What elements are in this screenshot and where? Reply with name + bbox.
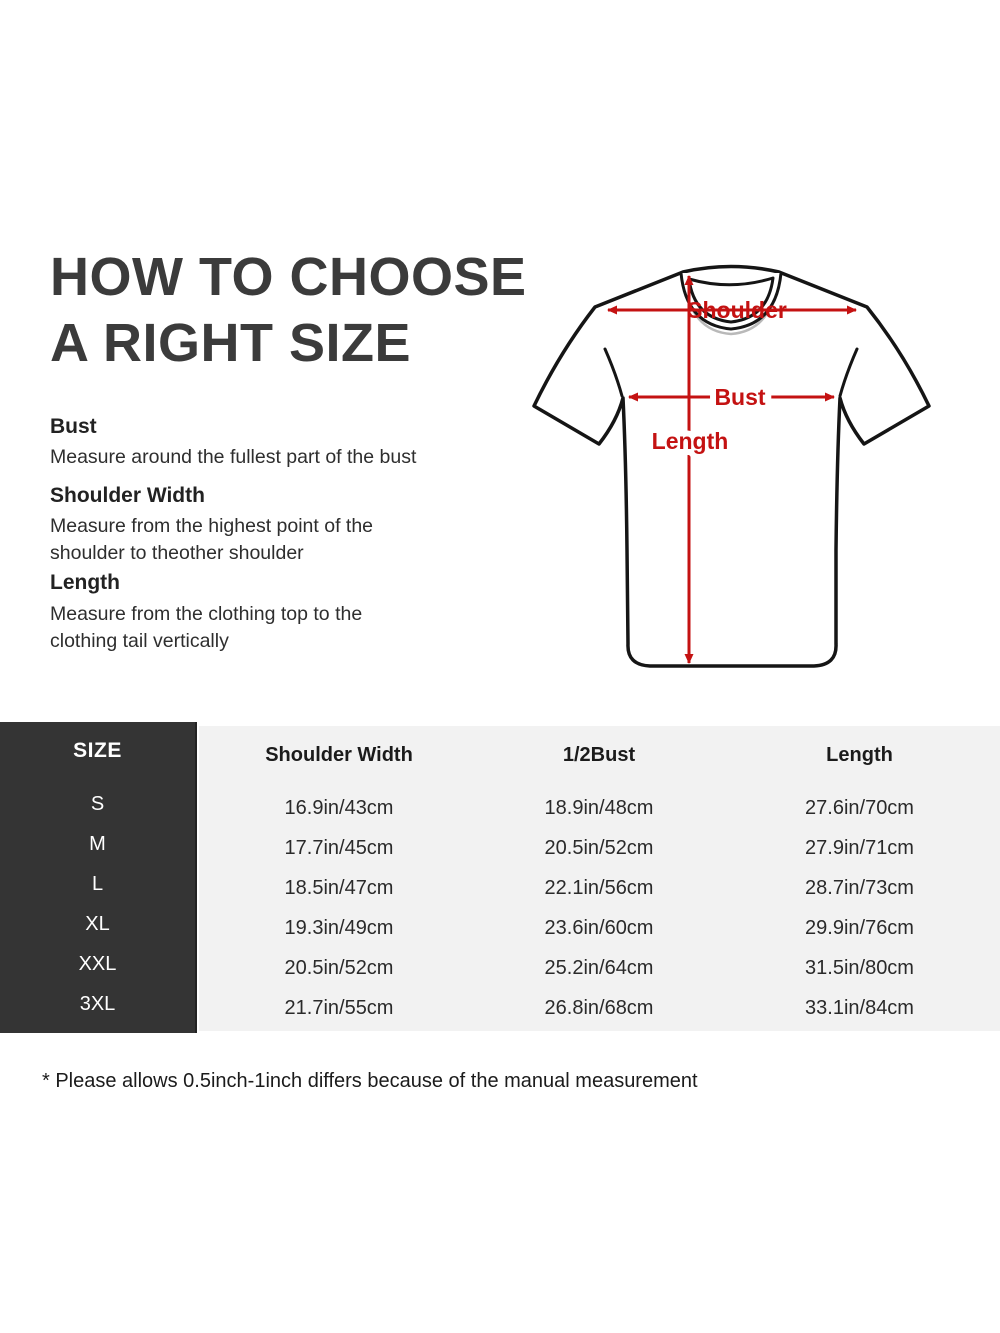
page-title: HOW TO CHOOSE A RIGHT SIZE xyxy=(50,244,527,376)
tshirt-outline xyxy=(532,264,931,668)
column-header-length: Length xyxy=(826,743,893,766)
size-label-l: L xyxy=(91,872,104,895)
instruction-body-bust: Measure around the fullest part of the b… xyxy=(50,446,417,468)
size-label-s: S xyxy=(90,792,105,815)
cell-shoulder: 21.7in/55cm xyxy=(284,996,394,1019)
cell-length: 27.9in/71cm xyxy=(805,836,914,859)
cell-shoulder: 16.9in/43cm xyxy=(284,796,394,819)
cell-bust: 23.6in/60cm xyxy=(544,916,654,939)
table-row: 18.5in/47cm 22.1in/56cm 28.7in/73cm xyxy=(199,868,1000,908)
cell-bust: 22.1in/56cm xyxy=(544,876,654,899)
cell-shoulder: 18.5in/47cm xyxy=(284,876,394,899)
shoulder-arrow-label: Shoulder xyxy=(687,297,787,323)
table-row: 20.5in/52cm 25.2in/64cm 31.5in/80cm xyxy=(199,948,1000,988)
measurement-disclaimer: * Please allows 0.5inch-1inch differs be… xyxy=(42,1070,698,1092)
table-row: 21.7in/55cm 26.8in/68cm 33.1in/84cm xyxy=(199,988,1000,1028)
size-label-m: M xyxy=(89,832,106,855)
cell-length: 31.5in/80cm xyxy=(805,956,914,979)
cell-length: 27.6in/70cm xyxy=(805,796,914,819)
instruction-body-shoulder-width: Measure from the highest point of the sh… xyxy=(50,515,374,564)
column-header-shoulder-width: Shoulder Width xyxy=(265,743,413,766)
length-arrow-label: Length xyxy=(652,428,729,454)
page-title-line2: A RIGHT SIZE xyxy=(50,313,412,373)
size-table-size-header: SIZE xyxy=(73,739,122,762)
bust-arrow-label: Bust xyxy=(714,384,765,410)
tshirt-measurement-diagram: Shoulder Bust Length xyxy=(532,264,931,668)
size-label-xxl: XXL xyxy=(78,952,117,975)
instruction-heading-bust: Bust xyxy=(50,415,97,438)
cell-bust: 18.9in/48cm xyxy=(544,796,654,819)
size-label-3xl: 3XL xyxy=(79,992,116,1015)
cell-shoulder: 20.5in/52cm xyxy=(284,956,394,979)
size-table-size-column: SIZE S M L XL XXL 3XL xyxy=(0,722,197,1033)
tshirt-right-armhole-seam xyxy=(838,347,859,398)
instruction-body-length: Measure from the clothing top to the clo… xyxy=(50,603,363,652)
cell-length: 29.9in/76cm xyxy=(805,916,914,939)
instruction-heading-length: Length xyxy=(50,571,120,594)
size-table-header-row: Shoulder Width 1/2Bust Length xyxy=(199,726,1000,784)
column-header-half-bust: 1/2Bust xyxy=(562,743,636,766)
page-title-line1: HOW TO CHOOSE xyxy=(50,247,527,307)
table-row: 16.9in/43cm 18.9in/48cm 27.6in/70cm xyxy=(199,788,1000,828)
cell-length: 33.1in/84cm xyxy=(805,996,914,1019)
table-row: 17.7in/45cm 20.5in/52cm 27.9in/71cm xyxy=(199,828,1000,868)
cell-bust: 26.8in/68cm xyxy=(544,996,654,1019)
size-table-measurements-panel: Shoulder Width 1/2Bust Length 16.9in/43c… xyxy=(199,726,1000,1031)
table-row: 19.3in/49cm 23.6in/60cm 29.9in/76cm xyxy=(199,908,1000,948)
cell-shoulder: 19.3in/49cm xyxy=(284,916,394,939)
size-label-xl: XL xyxy=(85,912,110,935)
tshirt-left-armhole-seam xyxy=(603,347,624,398)
cell-length: 28.7in/73cm xyxy=(805,876,914,899)
cell-shoulder: 17.7in/45cm xyxy=(284,836,394,859)
instruction-heading-shoulder-width: Shoulder Width xyxy=(50,484,205,507)
cell-bust: 20.5in/52cm xyxy=(544,836,654,859)
cell-bust: 25.2in/64cm xyxy=(544,956,654,979)
